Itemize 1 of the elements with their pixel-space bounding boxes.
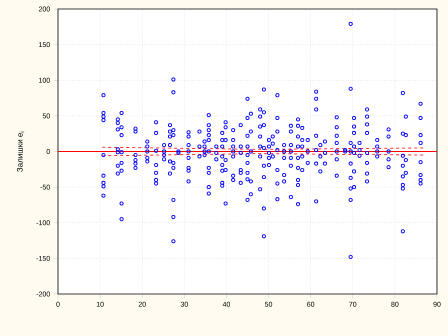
y-axis-title: Залишки e$_{i}$ (16, 132, 24, 172)
